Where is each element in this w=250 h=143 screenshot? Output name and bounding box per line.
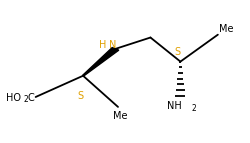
Text: Me: Me bbox=[218, 24, 233, 34]
Text: S: S bbox=[77, 91, 83, 101]
Text: 2: 2 bbox=[191, 104, 196, 113]
Text: 2: 2 bbox=[24, 95, 28, 104]
Text: N: N bbox=[109, 40, 116, 50]
Text: C: C bbox=[28, 93, 34, 103]
Text: S: S bbox=[174, 47, 180, 57]
Text: NH: NH bbox=[166, 101, 181, 111]
Text: H: H bbox=[99, 40, 106, 50]
Polygon shape bbox=[82, 48, 118, 76]
Text: HO: HO bbox=[6, 93, 20, 103]
Text: Me: Me bbox=[113, 111, 127, 121]
